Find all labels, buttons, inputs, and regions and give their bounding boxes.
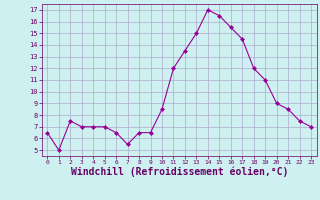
X-axis label: Windchill (Refroidissement éolien,°C): Windchill (Refroidissement éolien,°C) [70, 167, 288, 177]
